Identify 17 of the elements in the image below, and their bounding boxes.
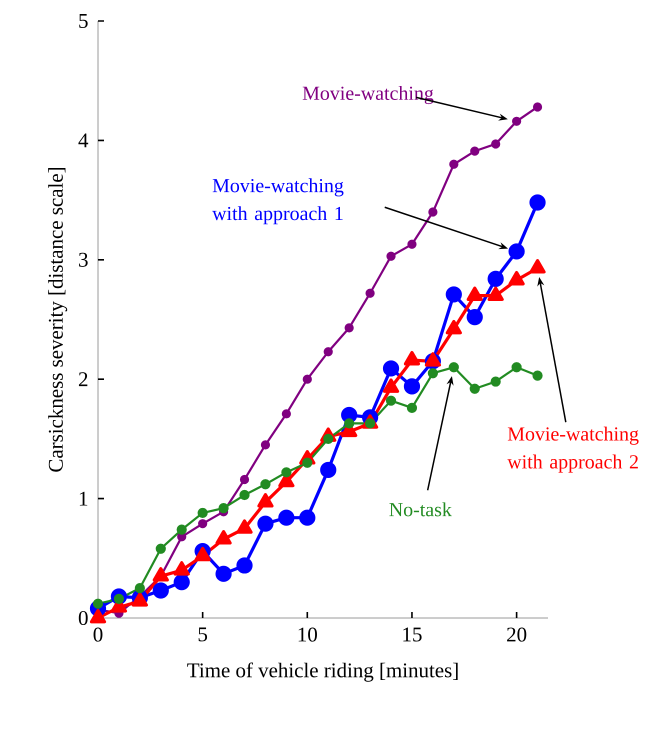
x-tick-label: 5 bbox=[198, 628, 208, 642]
y-axis-title: Carsickness severity [distance scale] bbox=[48, 168, 68, 472]
x-tick-label: 0 bbox=[94, 628, 102, 642]
text: Movie-watching with approach 1 bbox=[212, 178, 344, 224]
text: Movie-watching bbox=[302, 86, 434, 104]
text: Movie-watching with approach 2 bbox=[507, 426, 639, 473]
x-tick-label: 20 bbox=[507, 628, 526, 642]
y-tick-label: 4 bbox=[78, 134, 88, 148]
y-tick-label: 1 bbox=[80, 492, 88, 506]
x-tick-label: 15 bbox=[403, 628, 422, 642]
y-tick-label: 2 bbox=[78, 372, 88, 386]
x-axis-title: Time of vehicle riding [minutes] bbox=[187, 662, 458, 682]
y-tick-label: 5 bbox=[79, 14, 88, 28]
y-tick-label: 0 bbox=[78, 610, 88, 626]
x-tick-label: 10 bbox=[298, 628, 317, 642]
y-tick-label: 3 bbox=[79, 252, 88, 267]
text: No-task bbox=[389, 502, 452, 516]
